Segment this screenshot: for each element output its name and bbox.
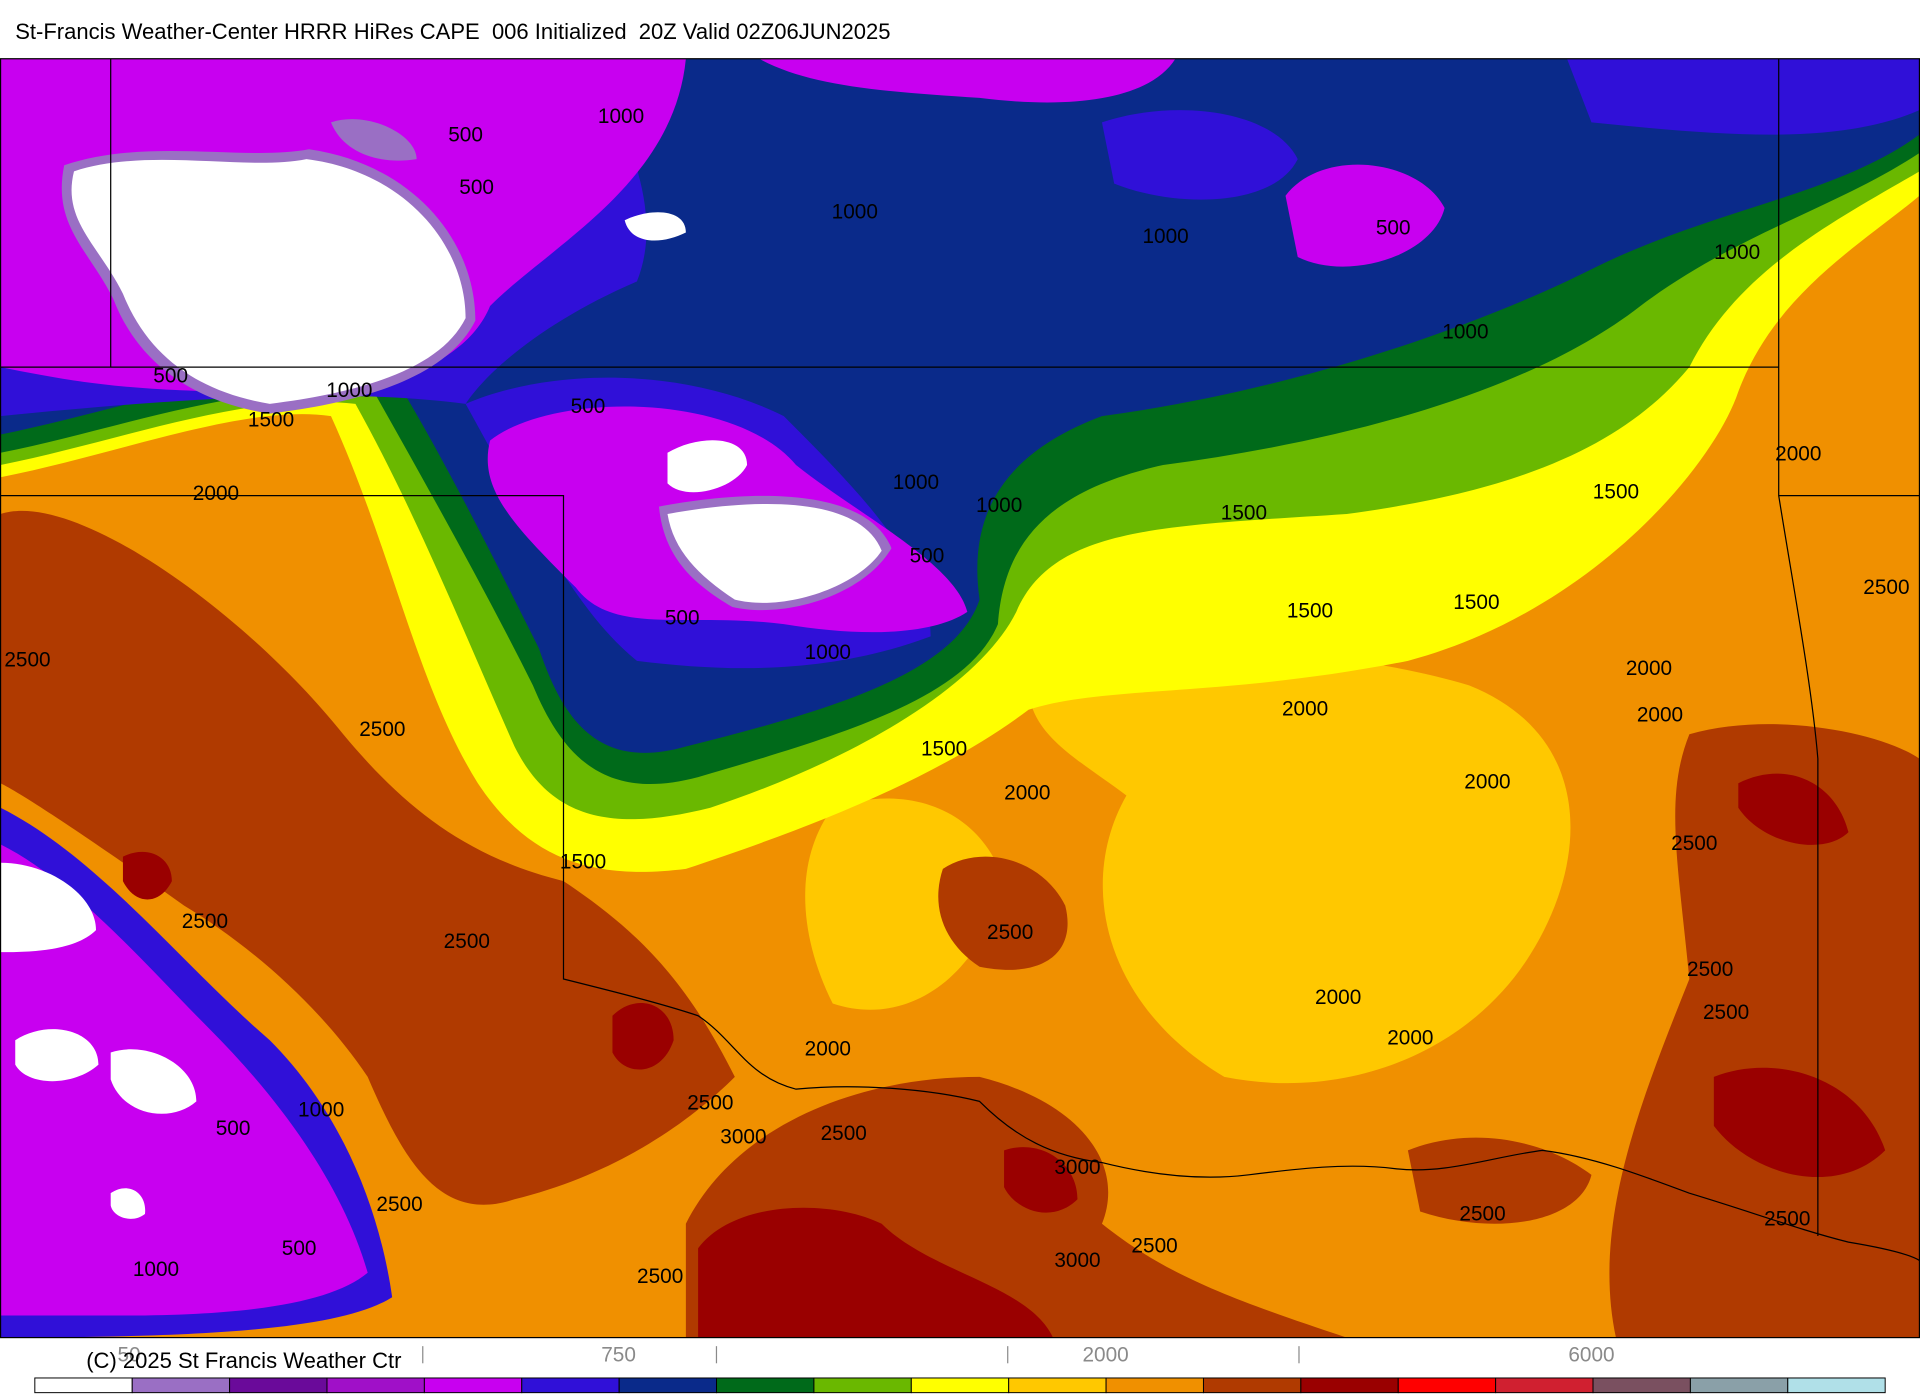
colorbar-swatch — [1495, 1377, 1594, 1394]
field-brown — [0, 510, 1920, 1338]
contour-label: 1500 — [921, 738, 967, 761]
contour-label: 1000 — [893, 471, 939, 494]
contour-label: 1000 — [976, 494, 1022, 517]
contour-label: 1000 — [1714, 241, 1760, 264]
colorbar-swatch — [521, 1377, 620, 1394]
contour-label: 500 — [665, 607, 700, 630]
contour-label: 2500 — [1671, 832, 1717, 855]
contour-label: 3000 — [1054, 1249, 1100, 1272]
colorbar-swatch — [326, 1377, 425, 1394]
contour-label: 500 — [571, 395, 606, 418]
contour-label: 2500 — [687, 1091, 733, 1114]
contour-label: 2500 — [1687, 958, 1733, 981]
colorbar: 50 750 2000 6000 — [34, 1343, 1886, 1394]
contour-label: 2500 — [1703, 1001, 1749, 1024]
field-blue — [0, 58, 1920, 1338]
contour-label: 2500 — [1863, 576, 1909, 599]
contour-label: 2500 — [182, 910, 228, 933]
contour-label: 2000 — [1387, 1026, 1433, 1049]
map-field — [0, 58, 1920, 1339]
contour-label: 500 — [153, 364, 188, 387]
colorbar-swatch — [1397, 1377, 1497, 1394]
contour-label: 500 — [448, 123, 483, 146]
contour-label: 1500 — [1221, 501, 1267, 524]
contour-label: 1000 — [1142, 225, 1188, 248]
contour-label: 2000 — [805, 1038, 851, 1061]
colorbar-swatch — [1008, 1377, 1107, 1394]
colorbar-swatch — [1300, 1377, 1399, 1394]
contour-label: 2500 — [1131, 1235, 1177, 1258]
contour-label: 1000 — [326, 379, 372, 402]
contour-label: 1500 — [1453, 591, 1499, 614]
colorbar-swatch — [1105, 1377, 1204, 1394]
contour-label: 2500 — [637, 1265, 683, 1288]
state-borders — [0, 58, 1920, 1262]
contour-label: 2500 — [444, 930, 490, 953]
contour-label: 1000 — [133, 1258, 179, 1281]
contour-label: 1000 — [598, 105, 644, 128]
colorbar-swatch — [910, 1377, 1010, 1394]
contour-label: 2000 — [193, 482, 239, 505]
contour-label: 500 — [282, 1237, 317, 1260]
contour-label: 2500 — [821, 1122, 867, 1145]
contour-label: 2000 — [1315, 986, 1361, 1009]
contour-label: 2500 — [4, 648, 50, 671]
title: St-Francis Weather-Center HRRR HiRes CAP… — [15, 19, 890, 44]
contour-label: 1000 — [298, 1099, 344, 1122]
contour-label: 2500 — [1764, 1208, 1810, 1231]
contour-label: 1000 — [805, 641, 851, 664]
contour-label: 2000 — [1464, 771, 1510, 794]
contour-label: 2000 — [1626, 657, 1672, 680]
contour-label: 2000 — [1637, 703, 1683, 726]
colorbar-swatch — [34, 1377, 133, 1394]
contour-label: 2500 — [1459, 1203, 1505, 1226]
contour-label: 500 — [216, 1117, 251, 1140]
colorbar-swatch — [1787, 1377, 1886, 1394]
field-gold — [805, 653, 1571, 1084]
colorbar-swatch — [716, 1377, 815, 1394]
colorbar-swatch — [618, 1377, 718, 1394]
contour-label: 2500 — [376, 1193, 422, 1216]
contour-label: 1000 — [1442, 320, 1488, 343]
contour-label: 2500 — [359, 718, 405, 741]
colorbar-swatch — [1689, 1377, 1789, 1394]
contour-label: 2000 — [1775, 443, 1821, 466]
colorbar-label: 750 — [601, 1343, 636, 1366]
contour-label: 1500 — [560, 850, 606, 873]
contour-label: 3000 — [720, 1126, 766, 1149]
colorbar-label: 6000 — [1568, 1343, 1614, 1366]
colorbar-swatch — [1202, 1377, 1302, 1394]
contour-label: 1000 — [832, 200, 878, 223]
colorbar-swatch — [813, 1377, 912, 1394]
contour-label: 2000 — [1282, 697, 1328, 720]
contour-label: 3000 — [1054, 1156, 1100, 1179]
contour-label: 1500 — [1593, 481, 1639, 504]
map-frame — [0, 58, 1920, 1339]
contour-label: 500 — [1376, 216, 1411, 239]
contour-labels: 1000 500 500 1000 1000 500 1000 1000 500 1000 1500… — [4, 105, 1909, 1288]
contour-label: 500 — [459, 176, 494, 199]
colorbar-swatch — [423, 1377, 523, 1394]
contour-label: 2500 — [987, 921, 1033, 944]
contour-label: 1500 — [1287, 599, 1333, 622]
colorbar-swatch — [1592, 1377, 1691, 1394]
copyright: (C) 2025 St Francis Weather Ctr — [86, 1348, 401, 1373]
colorbar-swatch — [131, 1377, 231, 1394]
contour-label: 2000 — [1004, 782, 1050, 805]
contour-label: 500 — [910, 544, 945, 567]
colorbar-swatch — [229, 1377, 328, 1394]
colorbar-label: 50 — [117, 1343, 140, 1366]
contour-label: 1500 — [248, 408, 294, 431]
colorbar-label: 2000 — [1082, 1343, 1128, 1366]
